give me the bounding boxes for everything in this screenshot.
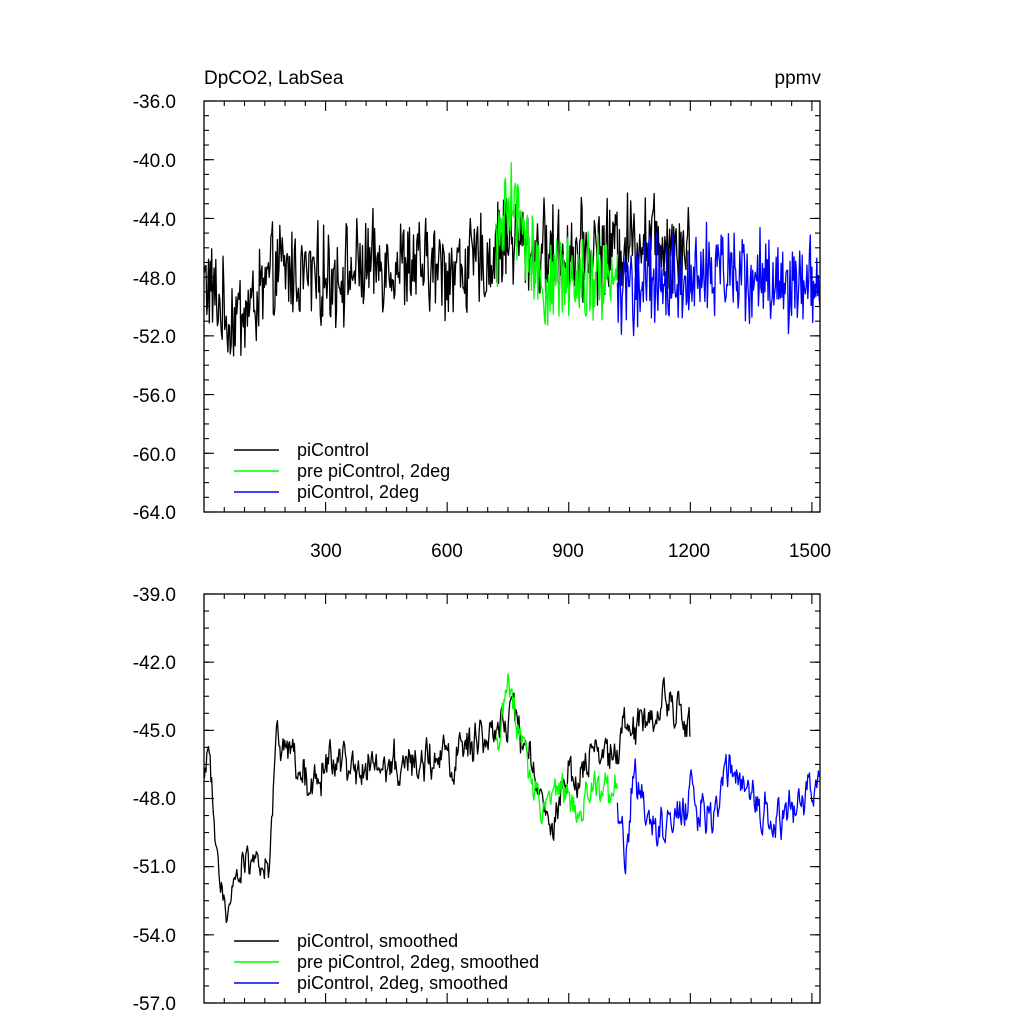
series-line-picontrol (203, 677, 691, 924)
series-line-pre-picontrol-2deg (495, 673, 619, 825)
bottom-ytick-label: -45.0 (133, 721, 176, 742)
legend-label: pre piControl, 2deg, smoothed (297, 952, 539, 972)
top-ytick-label: -56.0 (133, 386, 176, 407)
legend-label: piControl, smoothed (297, 931, 458, 951)
top-tick-marks (204, 100, 820, 513)
bottom-panel: -39.0 -42.0 -45.0 -48.0 -51.0 -54.0 -57.… (133, 585, 821, 1015)
series-line-picontrol-2deg (616, 221, 821, 337)
top-legend: piControl pre piControl, 2deg piControl,… (234, 440, 450, 502)
bottom-ytick-label: -48.0 (133, 789, 176, 810)
top-ytick-label: -40.0 (133, 151, 176, 172)
top-xtick-label: 600 (431, 541, 463, 562)
legend-label: piControl (297, 440, 369, 460)
bottom-legend: piControl, smoothed pre piControl, 2deg,… (234, 931, 539, 993)
top-ytick-label: -36.0 (133, 92, 176, 113)
top-ytick-label: -64.0 (133, 503, 176, 524)
series-line-pre-picontrol-2deg (495, 162, 619, 326)
bottom-tick-marks (204, 593, 820, 1004)
legend-label: piControl, 2deg, smoothed (297, 973, 508, 993)
legend-label: piControl, 2deg (297, 482, 419, 502)
bottom-ytick-label: -51.0 (133, 857, 176, 878)
legend-label: pre piControl, 2deg (297, 461, 450, 481)
bottom-ytick-label: -54.0 (133, 926, 176, 947)
top-xtick-label: 300 (310, 541, 342, 562)
top-ytick-label: -48.0 (133, 269, 176, 290)
top-ytick-label: -52.0 (133, 327, 176, 348)
top-series-group (203, 162, 821, 357)
top-xtick-label: 1500 (789, 541, 831, 562)
series-line-picontrol-2deg (616, 754, 821, 875)
top-title-right: ppmv (775, 68, 822, 89)
top-panel: DpCO2, LabSea ppmv -36.0 -40.0 -44.0 -48… (133, 68, 831, 562)
top-ytick-label: -60.0 (133, 445, 176, 466)
bottom-ytick-label: -57.0 (133, 994, 176, 1015)
top-ytick-label: -44.0 (133, 210, 176, 231)
top-xtick-label: 900 (552, 541, 584, 562)
bottom-series-group (203, 673, 821, 924)
bottom-ytick-label: -39.0 (133, 585, 176, 606)
bottom-ytick-label: -42.0 (133, 653, 176, 674)
top-title-left: DpCO2, LabSea (204, 68, 344, 89)
top-xtick-label: 1200 (668, 541, 710, 562)
